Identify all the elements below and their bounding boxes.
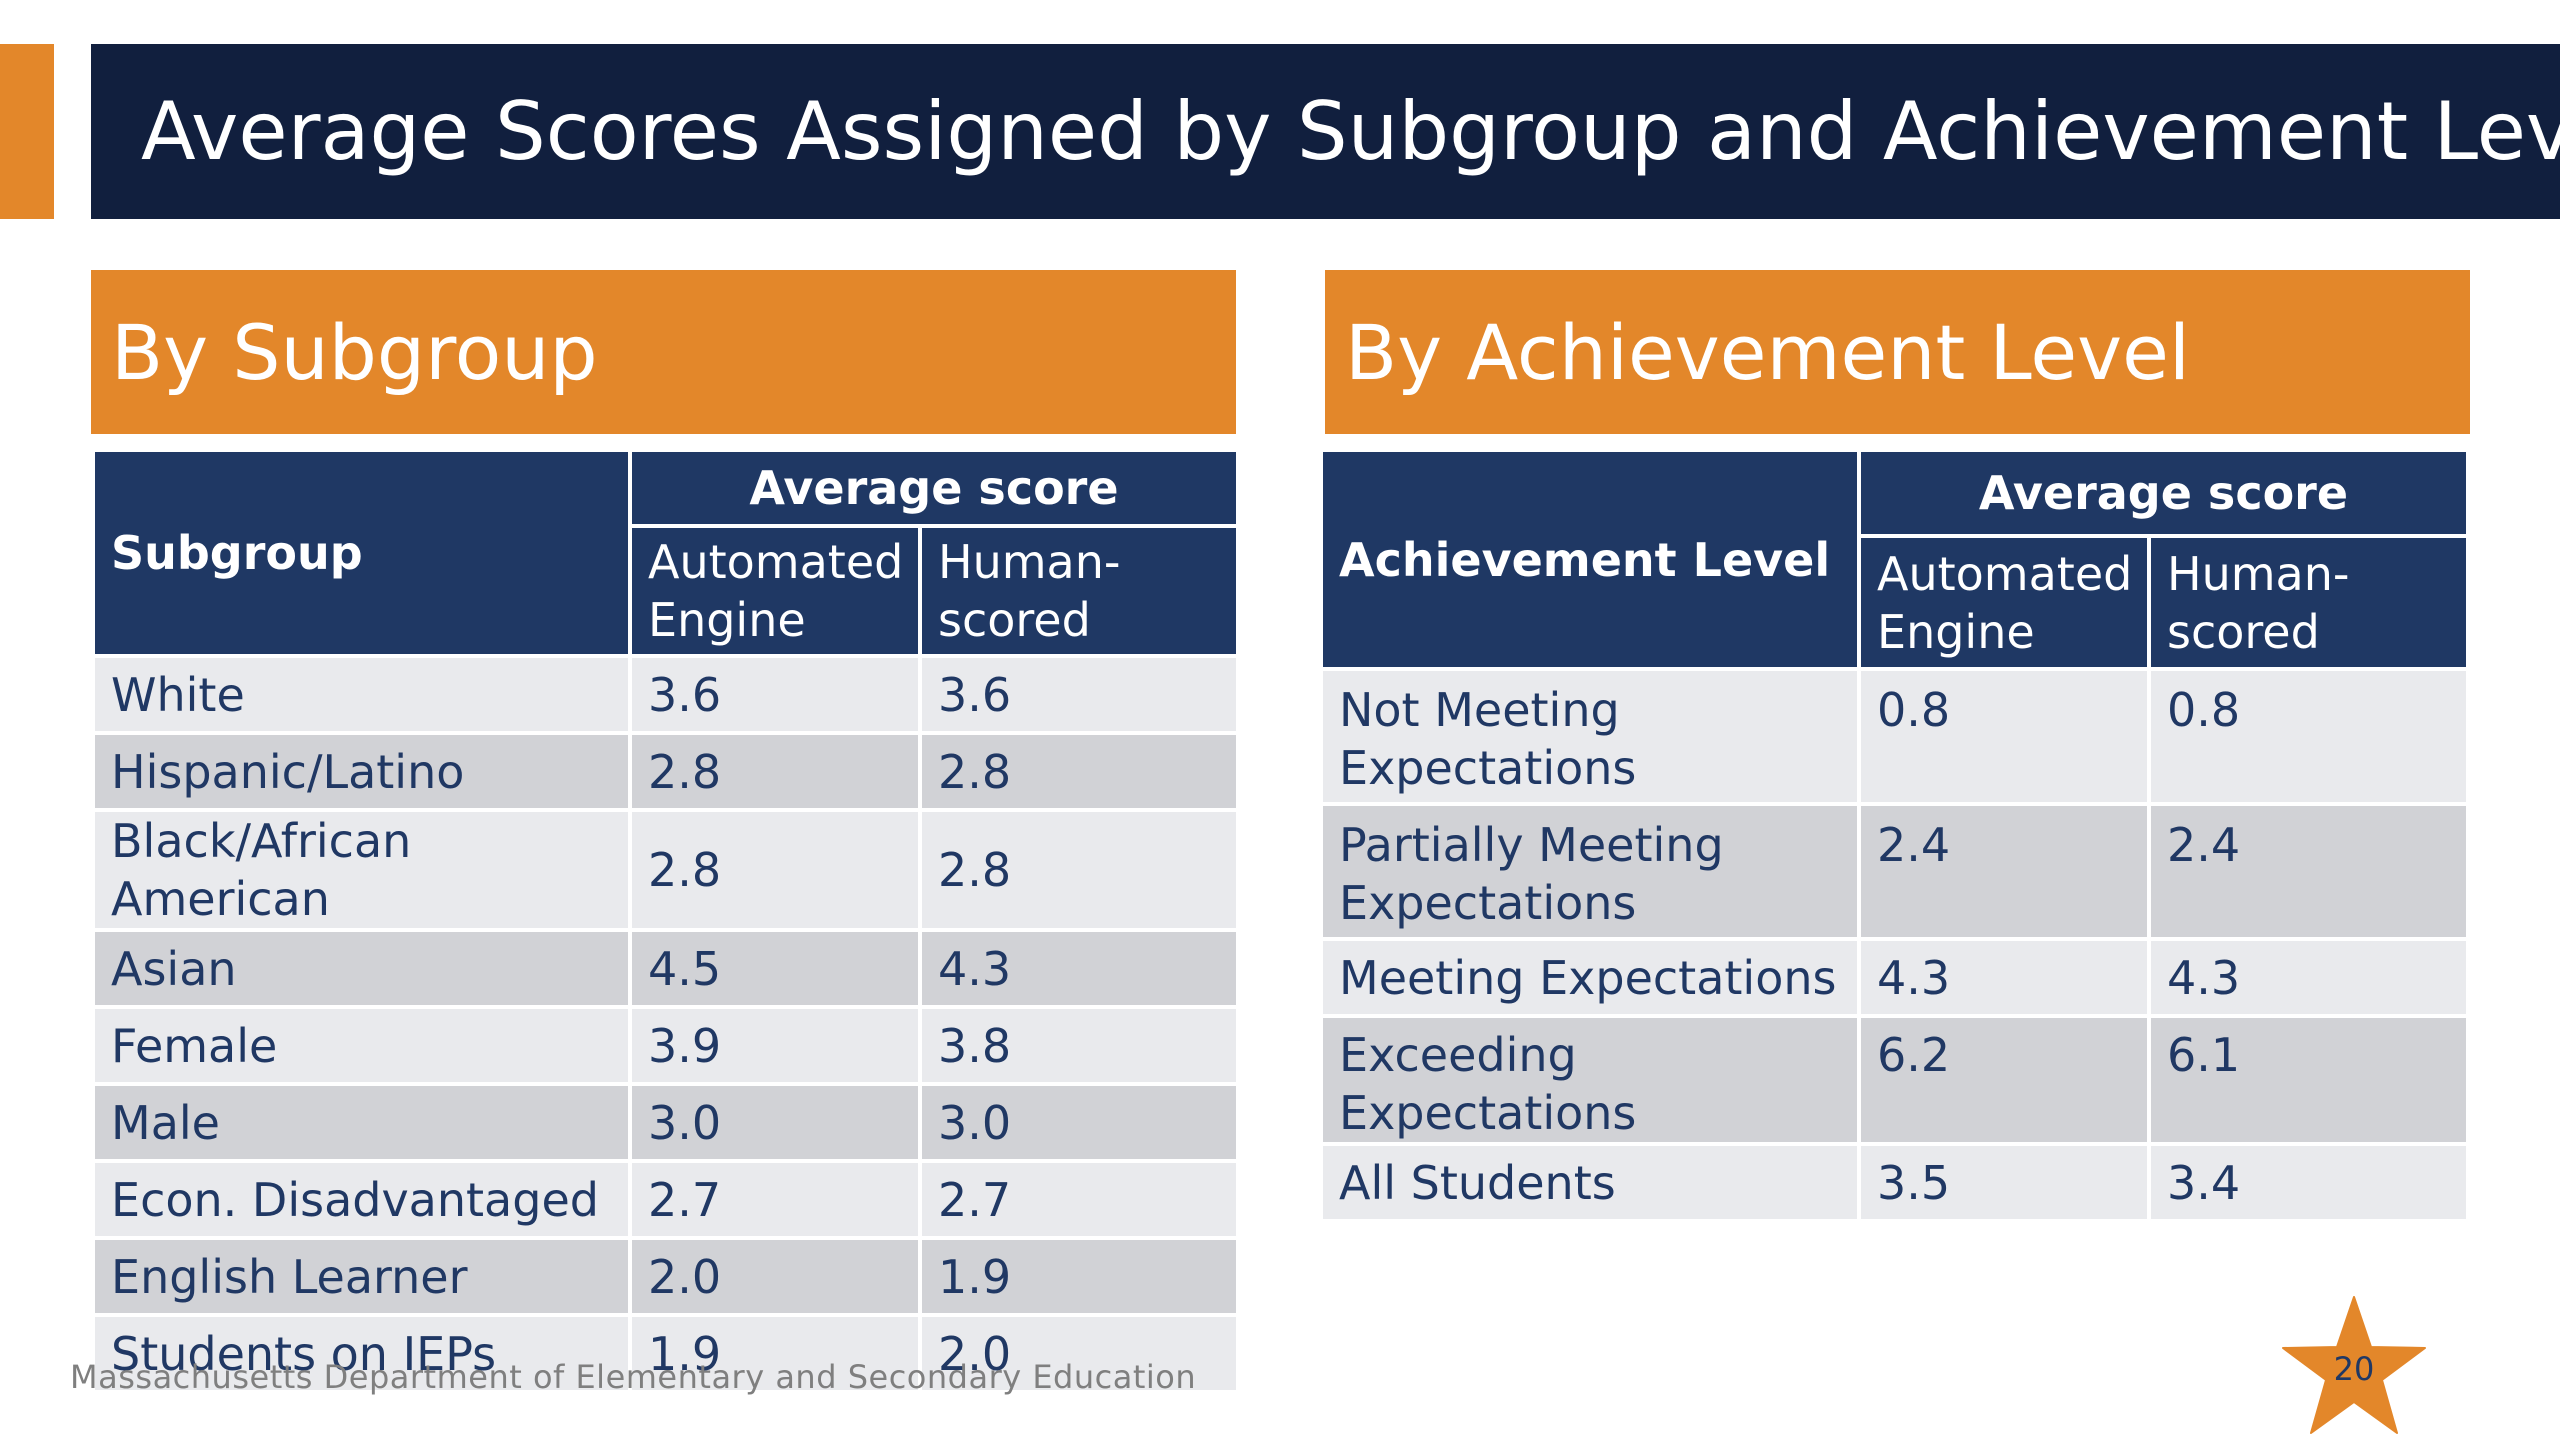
table-row: Asian 4.5 4.3 <box>91 928 1240 1009</box>
automated-score: 6.2 <box>1857 1014 2151 1146</box>
row-label: Female <box>91 1005 632 1086</box>
table-row: Partially Meeting Expectations 2.4 2.4 <box>1319 802 2470 941</box>
row-label: Not Meeting Expectations <box>1319 667 1861 806</box>
human-score: 1.9 <box>918 1236 1240 1317</box>
human-scored-header: Human-scored <box>918 524 1240 658</box>
automated-engine-header: Automated Engine <box>1857 534 2151 671</box>
automated-score: 2.7 <box>628 1159 922 1240</box>
human-score: 3.6 <box>918 654 1240 735</box>
automated-score: 4.3 <box>1857 937 2151 1018</box>
human-score: 2.0 <box>918 1313 1240 1394</box>
human-score: 3.8 <box>918 1005 1240 1086</box>
automated-score: 2.8 <box>628 731 922 812</box>
table-row: Hispanic/Latino 2.8 2.8 <box>91 731 1240 812</box>
table-row: Students on IEPs 1.9 2.0 <box>91 1313 1240 1394</box>
achievement-level-column-header: Achievement Level <box>1319 448 1861 671</box>
human-score: 4.3 <box>2147 937 2470 1018</box>
page-number: 20 <box>2333 1350 2375 1388</box>
table-row: Not Meeting Expectations 0.8 0.8 <box>1319 667 2470 806</box>
table-row: Black/African American 2.8 2.8 <box>91 808 1240 932</box>
row-label: Asian <box>91 928 632 1009</box>
row-label: Black/African American <box>91 808 632 932</box>
section-header-by-achievement-level: By Achievement Level <box>1325 270 2470 434</box>
automated-score: 3.9 <box>628 1005 922 1086</box>
achievement-level-table: Achievement Level Average score Automate… <box>1319 448 2470 1223</box>
automated-score: 4.5 <box>628 928 922 1009</box>
human-score: 6.1 <box>2147 1014 2470 1146</box>
average-score-header: Average score <box>628 448 1240 528</box>
automated-score: 3.5 <box>1857 1142 2151 1223</box>
section-header-by-subgroup: By Subgroup <box>91 270 1236 434</box>
row-label: Meeting Expectations <box>1319 937 1861 1018</box>
human-score: 2.4 <box>2147 802 2470 941</box>
average-score-header: Average score <box>1857 448 2470 538</box>
automated-score: 1.9 <box>628 1313 922 1394</box>
automated-score: 2.8 <box>628 808 922 932</box>
row-label: Hispanic/Latino <box>91 731 632 812</box>
title-bar: Average Scores Assigned by Subgroup and … <box>91 44 2560 219</box>
human-scored-header: Human-scored <box>2147 534 2470 671</box>
subgroup-table: Subgroup Average score Automated Engine … <box>91 448 1240 1394</box>
human-score: 2.8 <box>918 808 1240 932</box>
human-score: 3.0 <box>918 1082 1240 1163</box>
table-row: All Students 3.5 3.4 <box>1319 1142 2470 1223</box>
row-label: Econ. Disadvantaged <box>91 1159 632 1240</box>
human-score: 3.4 <box>2147 1142 2470 1223</box>
automated-score: 3.0 <box>628 1082 922 1163</box>
table-row: White 3.6 3.6 <box>91 654 1240 735</box>
human-score: 4.3 <box>918 928 1240 1009</box>
star-icon <box>2282 1296 2426 1434</box>
row-label: All Students <box>1319 1142 1861 1223</box>
human-score: 0.8 <box>2147 667 2470 806</box>
footer-organization: Massachusetts Department of Elementary a… <box>70 1358 1197 1396</box>
row-label: White <box>91 654 632 735</box>
automated-engine-header: Automated Engine <box>628 524 922 658</box>
row-label: Students on IEPs <box>91 1313 632 1394</box>
human-score: 2.8 <box>918 731 1240 812</box>
row-label: Partially Meeting Expectations <box>1319 802 1861 941</box>
row-label: Male <box>91 1082 632 1163</box>
table-row: Econ. Disadvantaged 2.7 2.7 <box>91 1159 1240 1240</box>
subgroup-column-header: Subgroup <box>91 448 632 658</box>
accent-bar <box>0 44 54 219</box>
human-score: 2.7 <box>918 1159 1240 1240</box>
automated-score: 0.8 <box>1857 667 2151 806</box>
slide-title: Average Scores Assigned by Subgroup and … <box>141 85 2560 178</box>
automated-score: 2.0 <box>628 1236 922 1317</box>
row-label: English Learner <box>91 1236 632 1317</box>
row-label: Exceeding Expectations <box>1319 1014 1861 1146</box>
table-row: Male 3.0 3.0 <box>91 1082 1240 1163</box>
table-row: Female 3.9 3.8 <box>91 1005 1240 1086</box>
table-row: English Learner 2.0 1.9 <box>91 1236 1240 1317</box>
automated-score: 3.6 <box>628 654 922 735</box>
table-row: Meeting Expectations 4.3 4.3 <box>1319 937 2470 1018</box>
table-row: Exceeding Expectations 6.2 6.1 <box>1319 1014 2470 1146</box>
automated-score: 2.4 <box>1857 802 2151 941</box>
